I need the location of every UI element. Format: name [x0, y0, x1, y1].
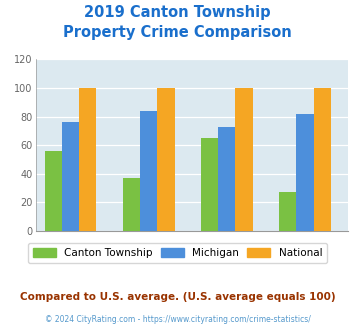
Legend: Canton Township, Michigan, National: Canton Township, Michigan, National	[28, 243, 327, 263]
Text: Compared to U.S. average. (U.S. average equals 100): Compared to U.S. average. (U.S. average …	[20, 292, 335, 302]
Bar	[218, 127, 235, 231]
Bar	[157, 88, 175, 231]
Bar	[140, 111, 157, 231]
Bar	[62, 122, 79, 231]
Bar	[279, 192, 296, 231]
Text: Property Crime Comparison: Property Crime Comparison	[63, 25, 292, 40]
Bar	[201, 138, 218, 231]
Bar	[313, 88, 331, 231]
Bar	[79, 88, 97, 231]
Bar	[235, 88, 253, 231]
Bar	[123, 178, 140, 231]
Bar	[296, 114, 313, 231]
Bar	[45, 151, 62, 231]
Text: © 2024 CityRating.com - https://www.cityrating.com/crime-statistics/: © 2024 CityRating.com - https://www.city…	[45, 315, 310, 324]
Text: 2019 Canton Township: 2019 Canton Township	[84, 5, 271, 20]
